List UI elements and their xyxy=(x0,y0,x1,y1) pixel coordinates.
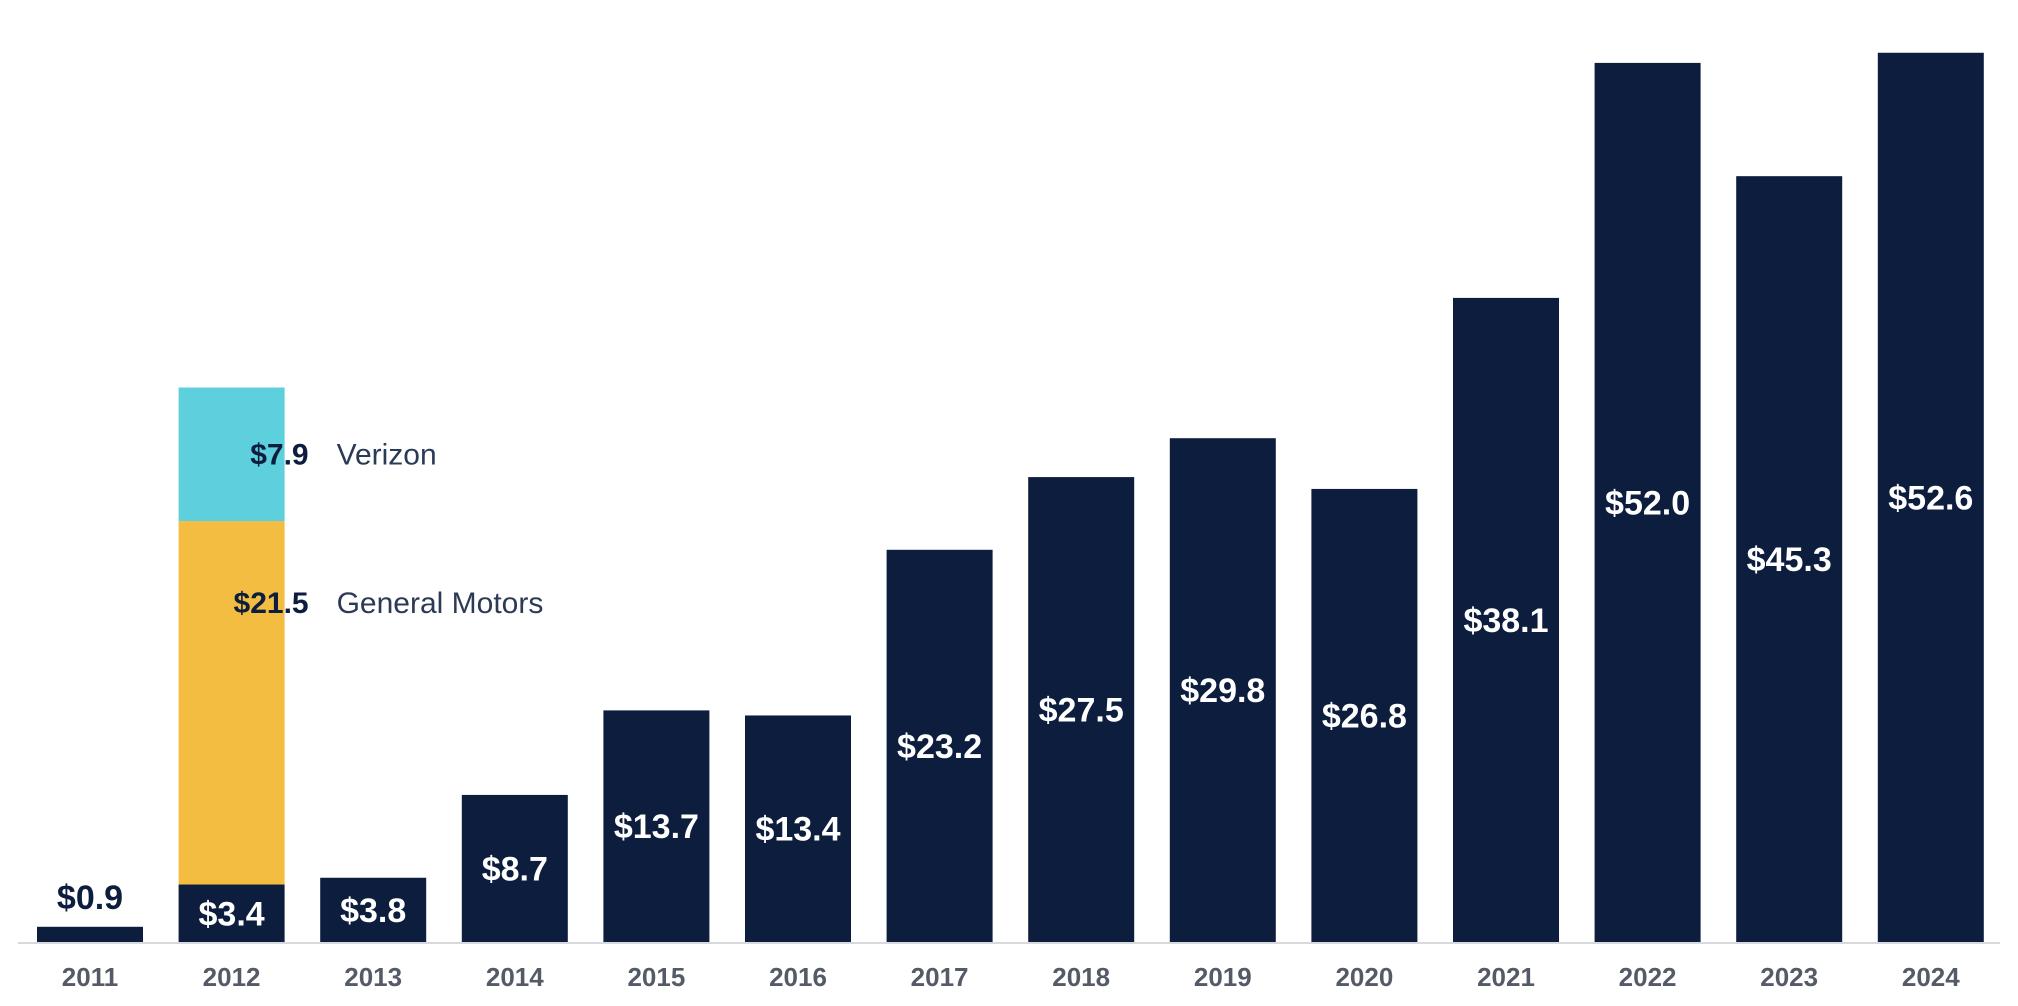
bar-2015 xyxy=(603,710,710,942)
x-tick-2022: 2022 xyxy=(1619,962,1677,992)
value-label-2023: $45.3 xyxy=(1747,541,1832,579)
x-tick-2018: 2018 xyxy=(1052,962,1110,992)
bar-2018 xyxy=(1028,477,1135,942)
x-tick-2016: 2016 xyxy=(769,962,827,992)
value-label-2014: $8.7 xyxy=(482,850,548,888)
value-label-2022: $52.0 xyxy=(1605,484,1690,522)
x-tick-2020: 2020 xyxy=(1335,962,1393,992)
bar-2021 xyxy=(1453,297,1559,942)
segment-value-general-motors: $21.5 xyxy=(234,587,309,620)
x-tick-2019: 2019 xyxy=(1194,962,1252,992)
x-axis-ticks: 2011 2012 2013 2014 2015 2016 2017 2018 2019 2020… xyxy=(62,962,1960,992)
value-label-2017: $23.2 xyxy=(897,728,982,766)
bar-2013 xyxy=(320,877,427,942)
value-label-2021: $38.1 xyxy=(1463,602,1548,640)
bar-2024 xyxy=(1877,52,1984,942)
value-label-2013: $3.8 xyxy=(340,892,406,930)
value-label-2020: $26.8 xyxy=(1322,697,1407,735)
x-tick-2017: 2017 xyxy=(911,962,969,992)
value-label-2016: $13.4 xyxy=(755,811,840,849)
bar-segment-verizon xyxy=(178,387,285,522)
x-tick-2021: 2021 xyxy=(1477,962,1535,992)
bar-2011 xyxy=(37,926,143,942)
bar-segment-general-motors xyxy=(178,521,285,885)
x-tick-2013: 2013 xyxy=(344,962,402,992)
segment-name-verizon: Verizon xyxy=(337,438,437,471)
segment-name-general-motors: General Motors xyxy=(337,587,544,620)
x-tick-2012: 2012 xyxy=(203,962,261,992)
bar-2022 xyxy=(1594,62,1701,943)
x-tick-2011: 2011 xyxy=(62,962,118,992)
bar-2014 xyxy=(461,794,568,942)
segment-value-verizon: $7.9 xyxy=(250,438,308,471)
x-tick-2015: 2015 xyxy=(627,962,685,992)
labels-layer: $0.9 $3.4 $3.8 $8.7 $13.7 $13.4 $23.2 $27.5 $29.… xyxy=(57,438,1973,933)
value-label-2012: $3.4 xyxy=(199,895,265,933)
bar-2017 xyxy=(886,549,993,942)
value-label-2019: $29.8 xyxy=(1180,672,1265,710)
bar-2020 xyxy=(1311,488,1418,942)
bar-2019 xyxy=(1169,438,1276,942)
x-tick-2023: 2023 xyxy=(1760,962,1818,992)
bars-layer xyxy=(37,52,1984,943)
bar-2016 xyxy=(745,715,851,942)
bar-2023 xyxy=(1736,176,1843,942)
x-tick-2014: 2014 xyxy=(486,962,544,992)
value-label-2011: $0.9 xyxy=(57,879,123,917)
value-label-2015: $13.7 xyxy=(614,808,699,846)
x-tick-2024: 2024 xyxy=(1902,962,1960,992)
value-label-2024: $52.6 xyxy=(1888,479,1973,517)
bar-2012 xyxy=(178,884,285,942)
value-label-2018: $27.5 xyxy=(1039,692,1124,730)
